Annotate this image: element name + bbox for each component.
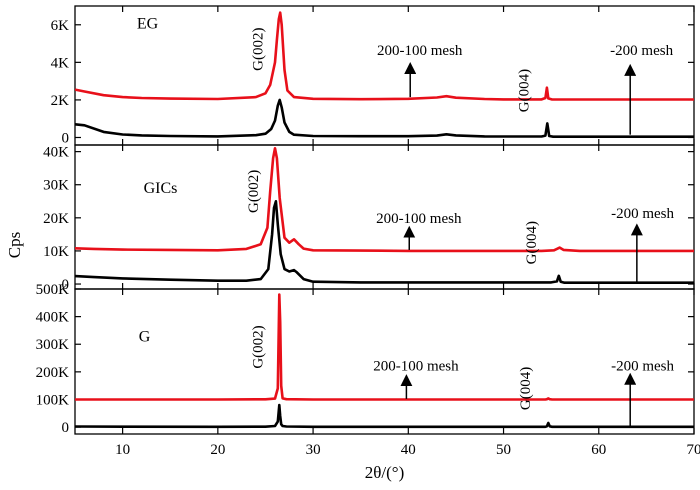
series-group: [75, 11, 694, 138]
panel-eg: 0 2K 4K 6K EG G(002) G(004) 200-100 mesh -200 me…: [51, 5, 695, 146]
panel-label: GICs: [144, 180, 178, 197]
arrow-label-200-100-mesh: 200-100 mesh: [376, 211, 462, 227]
y-tick-label: 500K: [36, 282, 70, 298]
peak-label-g004: G(004): [518, 367, 534, 410]
x-axis-title: 2θ/(°): [365, 463, 405, 482]
series-line-minus200-mesh: [75, 11, 694, 101]
y-tick-label: 0: [62, 277, 70, 293]
arrow-label-minus200-mesh: -200 mesh: [611, 206, 674, 222]
panel-gics: 0 10K 20K 30K 40K GICs G(002) G(004) 200-100 mes…: [43, 144, 695, 293]
x-tick-label: 60: [591, 442, 606, 458]
y-tick-label: 300K: [36, 337, 70, 353]
series-line-200-100-mesh: [75, 200, 694, 285]
panel-g: 0 100K 200K 300K 400K 500K G G(002) G(004) 200-10…: [36, 282, 695, 436]
y-tick-label: 4K: [51, 55, 70, 71]
panel-frame: [74, 288, 695, 435]
y-tick-label: 0: [62, 130, 70, 146]
series-line-minus200-mesh: [75, 293, 694, 401]
arrow-label-200-100-mesh: 200-100 mesh: [377, 43, 463, 59]
chart-root: 0 2K 4K 6K EG G(002) G(004) 200-100 mesh -200 me…: [5, 5, 700, 482]
panel-label: G: [139, 328, 151, 345]
peak-label-g004: G(004): [524, 221, 540, 264]
x-tick-label: 30: [306, 442, 321, 458]
x-tick-label: 70: [687, 442, 700, 458]
y-tick-label: 40K: [43, 145, 69, 161]
peak-label-g004: G(004): [516, 69, 532, 112]
y-tick-label: 10K: [43, 244, 69, 260]
x-tick-label: 40: [401, 442, 416, 458]
arrow-label-minus200-mesh: -200 mesh: [610, 43, 673, 59]
panel-frame: [74, 5, 695, 146]
series-group: [75, 293, 694, 429]
peak-label-g002: G(002): [246, 170, 262, 213]
arrow-label-200-100-mesh: 200-100 mesh: [373, 358, 459, 374]
y-axis-title: Cps: [5, 232, 24, 258]
peak-label-g002: G(002): [251, 325, 267, 368]
panel-label: EG: [137, 16, 159, 33]
y-tick-label: 0: [62, 420, 70, 436]
y-tick-label: 200K: [36, 365, 70, 381]
y-tick-label: 400K: [36, 310, 70, 326]
series-line-200-100-mesh: [75, 98, 694, 138]
x-tick-label: 20: [210, 442, 225, 458]
y-tick-label: 20K: [43, 211, 69, 227]
y-tick-label: 30K: [43, 178, 69, 194]
arrow-label-minus200-mesh: -200 mesh: [611, 358, 674, 374]
x-tick-label: 10: [115, 442, 130, 458]
series-group: [75, 147, 694, 285]
x-tick-label: 50: [496, 442, 511, 458]
series-line-minus200-mesh: [75, 147, 694, 253]
series-line-200-100-mesh: [75, 403, 694, 429]
peak-label-g002: G(002): [251, 28, 267, 71]
y-tick-label: 100K: [36, 392, 70, 408]
y-tick-label: 6K: [51, 18, 70, 34]
y-tick-label: 2K: [51, 93, 70, 109]
